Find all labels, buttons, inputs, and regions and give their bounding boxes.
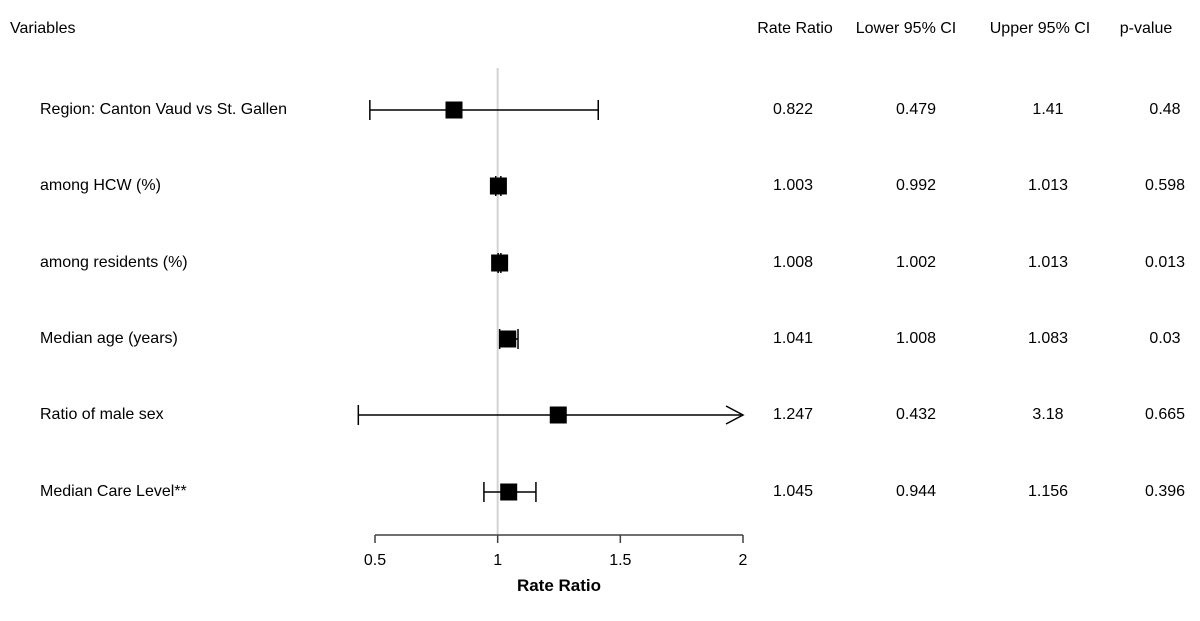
cell-lower-ci: 1.008 (895, 330, 937, 347)
cell-p-value: 0.665 (1144, 406, 1186, 423)
cell-upper-ci: 1.013 (1027, 254, 1069, 271)
cell-rate-ratio: 1.045 (772, 483, 814, 500)
row-label: Ratio of male sex (40, 406, 164, 423)
cell-rate-ratio: 1.041 (772, 330, 814, 347)
cell-lower-ci: 1.002 (895, 254, 937, 271)
cell-lower-ci: 0.944 (895, 483, 937, 500)
cell-lower-ci: 0.432 (895, 406, 937, 423)
ci-arrow-right (725, 405, 745, 425)
point-estimate-marker (500, 483, 518, 501)
cell-upper-ci: 1.083 (1027, 330, 1069, 347)
row-label: Median age (years) (40, 330, 178, 347)
row-label: Median Care Level** (40, 483, 187, 500)
column-header: Lower 95% CI (855, 20, 957, 37)
x-axis-label: Rate Ratio (516, 576, 602, 595)
x-axis-tick-label: 1.5 (609, 552, 632, 569)
point-estimate-marker (549, 406, 567, 424)
point-estimate-marker (445, 101, 463, 119)
x-axis-tick-label: 2 (738, 552, 748, 569)
cell-rate-ratio: 1.008 (772, 254, 814, 271)
cell-p-value: 0.48 (1149, 101, 1181, 118)
cell-upper-ci: 1.013 (1027, 177, 1069, 194)
point-estimate-marker (489, 177, 507, 195)
row-label: Region: Canton Vaud vs St. Gallen (40, 101, 287, 118)
point-estimate-marker (499, 330, 517, 348)
column-header: Rate Ratio (757, 20, 833, 37)
row-label: among HCW (%) (40, 177, 161, 194)
cell-rate-ratio: 0.822 (772, 101, 814, 118)
variables-column-header: Variables (10, 20, 76, 37)
cell-upper-ci: 1.41 (1032, 101, 1064, 118)
cell-p-value: 0.396 (1144, 483, 1186, 500)
cell-upper-ci: 1.156 (1027, 483, 1069, 500)
cell-lower-ci: 0.992 (895, 177, 937, 194)
x-axis-tick-label: 0.5 (363, 552, 387, 569)
cell-lower-ci: 0.479 (895, 101, 937, 118)
row-label: among residents (%) (40, 254, 188, 271)
cell-p-value: 0.598 (1144, 177, 1186, 194)
cell-rate-ratio: 1.003 (772, 177, 814, 194)
point-estimate-marker (491, 254, 509, 272)
cell-p-value: 0.03 (1149, 330, 1181, 347)
cell-p-value: 0.013 (1144, 254, 1186, 271)
x-axis-tick-label: 1 (493, 552, 503, 569)
cell-rate-ratio: 1.247 (772, 406, 814, 423)
cell-upper-ci: 3.18 (1032, 406, 1064, 423)
column-header: Upper 95% CI (989, 20, 1091, 37)
column-header: p-value (1119, 20, 1173, 37)
